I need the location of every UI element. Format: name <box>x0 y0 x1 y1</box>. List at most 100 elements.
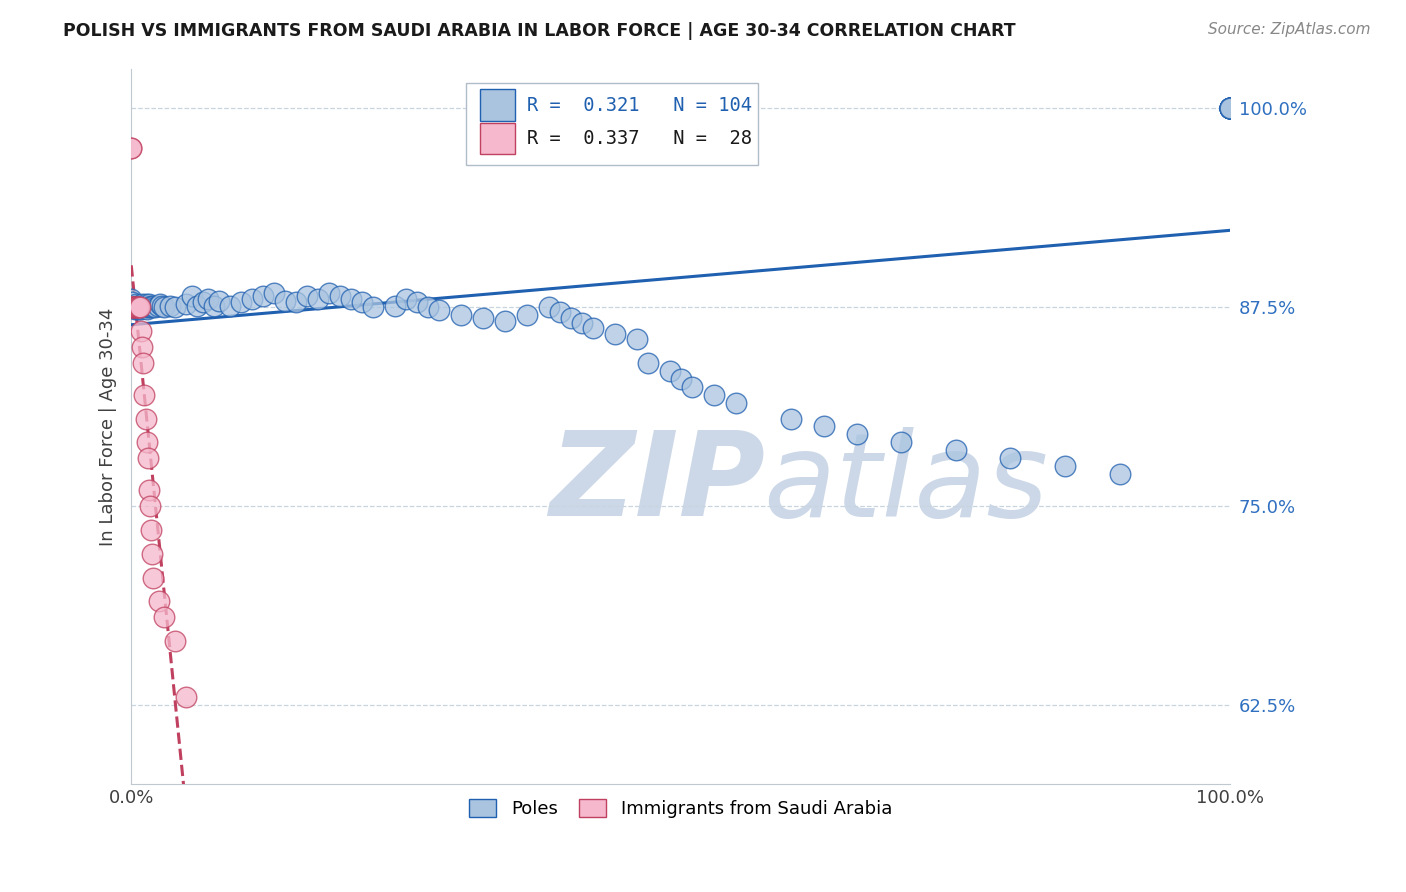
Point <box>669 372 692 386</box>
Point <box>153 610 176 624</box>
Point <box>703 387 725 401</box>
Point <box>145 300 167 314</box>
Point <box>1219 101 1241 115</box>
Point <box>174 690 197 704</box>
Point <box>165 300 187 314</box>
Point <box>1219 101 1241 115</box>
Point <box>307 292 329 306</box>
Point <box>124 300 146 314</box>
Point <box>131 340 153 354</box>
Point <box>139 523 162 537</box>
Point <box>845 427 868 442</box>
Point <box>471 311 494 326</box>
Point <box>352 295 374 310</box>
Point <box>340 292 363 306</box>
Point <box>890 435 912 450</box>
Point <box>1000 451 1022 466</box>
Point <box>295 289 318 303</box>
Text: R =  0.337   N =  28: R = 0.337 N = 28 <box>527 129 752 148</box>
Point <box>219 299 242 313</box>
Point <box>135 299 157 313</box>
Point <box>141 300 163 314</box>
Point <box>165 634 187 648</box>
Point <box>191 295 214 310</box>
Point <box>129 299 152 313</box>
Point <box>945 443 967 458</box>
Point <box>427 303 450 318</box>
Point <box>127 299 149 313</box>
Point <box>1219 101 1241 115</box>
Point <box>724 395 747 409</box>
Point <box>658 364 681 378</box>
Point <box>139 300 162 314</box>
Point <box>150 299 173 313</box>
Point <box>120 141 142 155</box>
Point <box>124 301 146 316</box>
Point <box>174 297 197 311</box>
Point <box>1219 101 1241 115</box>
Point <box>139 299 162 313</box>
Point <box>134 387 156 401</box>
Point <box>138 483 160 497</box>
Point <box>361 300 384 314</box>
Point <box>202 299 225 313</box>
Point <box>149 297 172 311</box>
Point <box>1219 101 1241 115</box>
Point <box>240 292 263 306</box>
Point <box>626 332 648 346</box>
Point <box>186 299 208 313</box>
Point <box>125 300 148 314</box>
Point <box>1219 101 1241 115</box>
Point <box>121 295 143 310</box>
Point <box>127 300 149 314</box>
Point <box>516 308 538 322</box>
Point <box>120 292 142 306</box>
Point <box>1054 459 1077 474</box>
Point <box>121 300 143 314</box>
Point <box>148 594 170 608</box>
Point <box>135 297 157 311</box>
Point <box>127 300 149 314</box>
Point <box>122 300 145 314</box>
Point <box>197 292 219 306</box>
Bar <box>479 89 515 120</box>
Point <box>120 300 142 314</box>
Point <box>135 435 157 450</box>
Point <box>637 356 659 370</box>
Point <box>131 300 153 314</box>
Point <box>416 300 439 314</box>
Point <box>141 547 163 561</box>
Point <box>135 300 157 314</box>
Point <box>1219 101 1241 115</box>
Text: atlas: atlas <box>763 426 1049 541</box>
Point <box>537 300 560 314</box>
Point <box>1219 101 1241 115</box>
Point <box>125 299 148 313</box>
Point <box>124 299 146 313</box>
Point <box>208 293 231 308</box>
Point <box>384 299 406 313</box>
Point <box>582 321 605 335</box>
Point <box>494 314 516 328</box>
Point <box>406 295 429 310</box>
Point <box>681 380 703 394</box>
Point <box>138 297 160 311</box>
Point <box>318 285 340 300</box>
Text: POLISH VS IMMIGRANTS FROM SAUDI ARABIA IN LABOR FORCE | AGE 30-34 CORRELATION CH: POLISH VS IMMIGRANTS FROM SAUDI ARABIA I… <box>63 22 1017 40</box>
Point <box>120 141 142 155</box>
Point <box>124 300 146 314</box>
Bar <box>479 123 515 154</box>
Y-axis label: In Labor Force | Age 30-34: In Labor Force | Age 30-34 <box>100 307 117 546</box>
Point <box>128 301 150 316</box>
Point <box>134 300 156 314</box>
Point <box>450 308 472 322</box>
Point <box>146 299 169 313</box>
Point <box>329 289 352 303</box>
Point <box>129 300 152 314</box>
Point <box>231 295 253 310</box>
Point <box>135 301 157 316</box>
Point <box>548 305 571 319</box>
Point <box>129 300 152 314</box>
Point <box>560 311 582 326</box>
Point <box>142 299 165 313</box>
